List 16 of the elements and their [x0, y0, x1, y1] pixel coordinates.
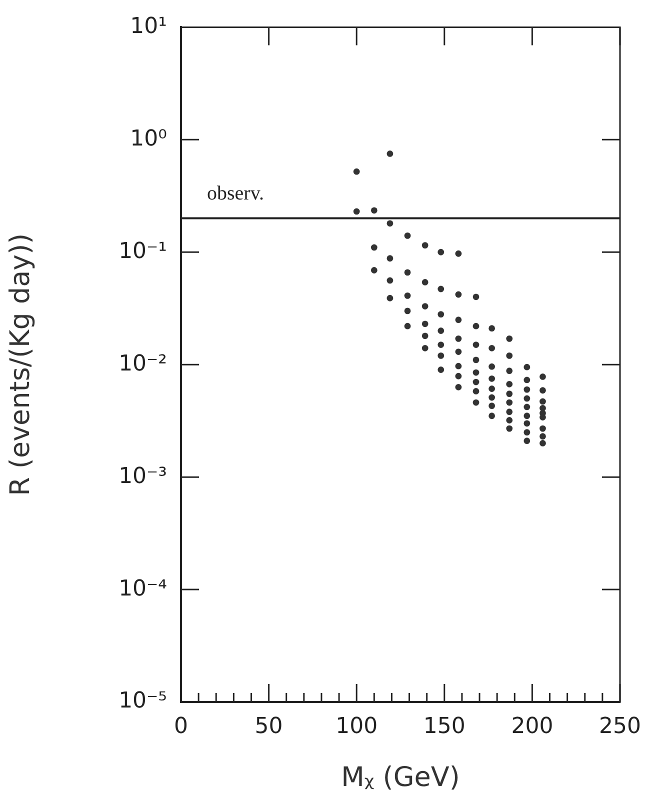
x-tick-label: 250: [599, 714, 641, 739]
y-tick-label: 10⁰: [130, 126, 168, 152]
x-axis-title: Mᵪ (GeV): [341, 762, 460, 793]
x-tick-label: 200: [511, 714, 554, 739]
y-tick-label: 10⁻⁴: [118, 576, 168, 602]
x-tick-label: 0: [174, 714, 188, 739]
y-tick-label: 10¹: [130, 14, 167, 39]
x-tick-label: 150: [423, 714, 466, 739]
x-tick-label: 50: [254, 714, 283, 739]
y-axis-title: R (events/(Kg day)): [5, 233, 36, 496]
y-tick-label: 10⁻³: [118, 464, 167, 489]
y-tick-label: 10⁻⁵: [118, 688, 167, 714]
y-tick-label: 10⁻¹: [118, 238, 167, 264]
x-tick-label: 100: [336, 714, 378, 739]
ref-line-label: observ.: [207, 182, 264, 205]
y-tick-label: 10⁻²: [118, 351, 167, 376]
